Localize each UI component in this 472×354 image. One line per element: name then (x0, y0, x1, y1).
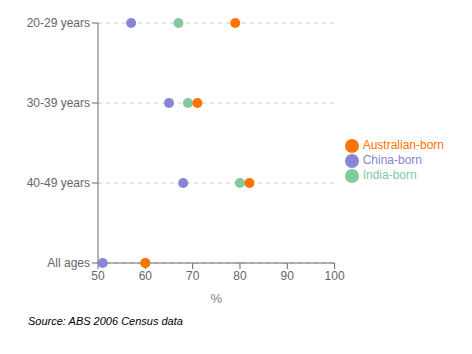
html-text:China-born: China-born (362, 153, 422, 168)
svg-text:60: 60 (139, 269, 153, 283)
svg-text:50: 50 (91, 269, 105, 283)
svg-text:40-49 years: 40-49 years (27, 176, 90, 190)
svg-text:100: 100 (325, 269, 345, 283)
svg-text:90: 90 (281, 269, 295, 283)
svg-text:30-39 years: 30-39 years (27, 96, 90, 110)
html-text:Source: ABS 2006 Census data: Source: ABS 2006 Census data (28, 315, 183, 327)
svg-text:All ages: All ages (47, 256, 90, 270)
html-text:Australian-born: Australian-born (362, 138, 444, 153)
svg-text:80: 80 (233, 269, 247, 283)
html-text:India-born: India-born (362, 167, 417, 182)
svg-text:20-29 years: 20-29 years (27, 16, 90, 30)
svg-text:%: % (211, 291, 223, 306)
svg-text:70: 70 (186, 269, 200, 283)
